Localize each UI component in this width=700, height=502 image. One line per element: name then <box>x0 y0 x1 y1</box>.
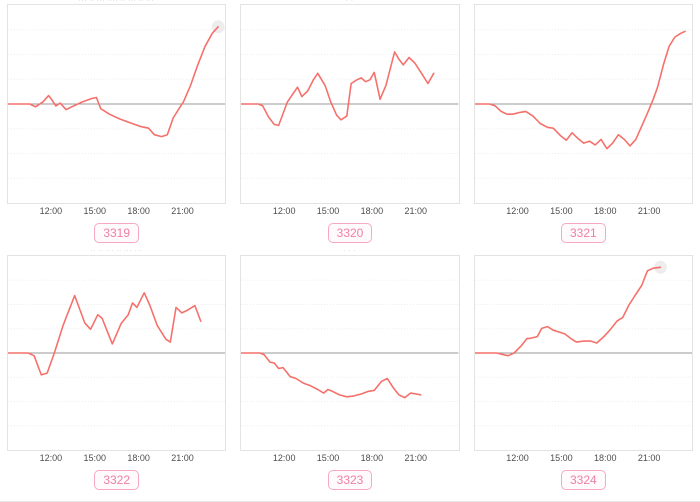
x-tick-label: 18:00 <box>127 206 150 216</box>
badge-row: 3319 <box>7 223 226 243</box>
chart-id-badge[interactable]: 3319 <box>94 223 140 243</box>
badge-row: 3324 <box>474 470 693 490</box>
chart-id-badge[interactable]: 3324 <box>560 470 606 490</box>
badge-row: 3321 <box>474 223 693 243</box>
plot-area[interactable] <box>473 255 693 451</box>
badge-row: 3323 <box>240 470 459 490</box>
x-tick-label: 12:00 <box>39 453 63 463</box>
x-axis-labels: 12:00 15:00 18:00 21:00 <box>474 204 693 218</box>
x-tick-label: 21:00 <box>171 206 194 216</box>
chart-panel: · · 12:00 15:00 18:00 21:00 3320 <box>233 0 466 248</box>
x-tick-label: 18:00 <box>593 453 617 463</box>
series-line <box>8 25 219 138</box>
series-line <box>241 51 435 127</box>
x-tick-label: 15:00 <box>550 206 573 216</box>
plot-area[interactable] <box>473 4 693 204</box>
badge-row: 3322 <box>7 470 226 490</box>
x-axis-labels: 12:00 15:00 18:00 21:00 <box>474 451 693 465</box>
plot-area[interactable] <box>7 4 227 204</box>
x-axis-labels: 12:00 15:00 18:00 21:00 <box>7 204 226 218</box>
x-tick-label: 15:00 <box>83 206 106 216</box>
series-line <box>474 266 661 357</box>
x-tick-label: 12:00 <box>272 453 296 463</box>
line-chart <box>474 260 692 427</box>
x-tick-label: 18:00 <box>360 206 384 216</box>
line-chart <box>8 20 226 179</box>
x-tick-label: 21:00 <box>171 453 194 463</box>
chart-id-badge[interactable]: 3320 <box>327 223 373 243</box>
chart-title: · · · <box>343 248 357 254</box>
x-axis-labels: 12:00 15:00 18:00 21:00 <box>7 451 226 465</box>
chart-panel: ··· ·· ··· ···· ·· ··· ·· ··· 12:00 15:00… <box>0 0 233 248</box>
x-tick-label: 15:00 <box>316 206 340 216</box>
chart-panel: · · · 12:00 15:00 18:00 21:00 3323 <box>233 248 466 500</box>
badge-row: 3320 <box>240 223 459 243</box>
x-axis-labels: 12:00 15:00 18:00 21:00 <box>240 451 459 465</box>
chart-title: · · <box>346 0 354 4</box>
series-line <box>241 352 422 399</box>
chart-panel: 12:00 15:00 18:00 21:00 3324 <box>467 248 700 500</box>
plot-area[interactable] <box>7 255 227 451</box>
line-chart <box>241 29 459 179</box>
x-tick-label: 15:00 <box>550 453 573 463</box>
x-tick-label: 12:00 <box>272 206 296 216</box>
x-tick-label: 18:00 <box>360 453 384 463</box>
plot-area[interactable] <box>240 4 460 204</box>
series-line <box>8 291 202 376</box>
x-tick-label: 12:00 <box>39 206 63 216</box>
chart-id-badge[interactable]: 3322 <box>94 470 140 490</box>
x-tick-label: 18:00 <box>593 206 617 216</box>
x-tick-label: 21:00 <box>637 206 661 216</box>
x-tick-label: 21:00 <box>404 453 428 463</box>
line-chart <box>474 29 692 179</box>
x-tick-label: 12:00 <box>506 206 529 216</box>
chart-panel: 12:00 15:00 18:00 21:00 3321 <box>467 0 700 248</box>
chart-title <box>474 248 693 255</box>
line-chart <box>241 279 459 427</box>
chart-id-badge[interactable]: 3323 <box>327 470 373 490</box>
x-axis-labels: 12:00 15:00 18:00 21:00 <box>240 204 459 218</box>
x-tick-label: 15:00 <box>316 453 340 463</box>
x-tick-label: 18:00 <box>127 453 150 463</box>
x-tick-label: 21:00 <box>637 453 661 463</box>
chart-title: ··· ·· ··· ···· ·· ··· ·· ··· <box>78 0 155 4</box>
series-line <box>474 30 686 150</box>
chart-panel: ·· ·· ··· ·· ··· ··· 12:00 15:00 18:00 21:0… <box>0 248 233 500</box>
chart-id-badge[interactable]: 3321 <box>560 223 606 243</box>
x-tick-label: 21:00 <box>404 206 428 216</box>
x-tick-label: 15:00 <box>83 453 106 463</box>
chart-title: ·· ·· ··· ·· ··· ··· <box>90 248 143 254</box>
plot-area[interactable] <box>240 255 460 451</box>
x-tick-label: 12:00 <box>506 453 529 463</box>
line-chart <box>8 279 226 427</box>
